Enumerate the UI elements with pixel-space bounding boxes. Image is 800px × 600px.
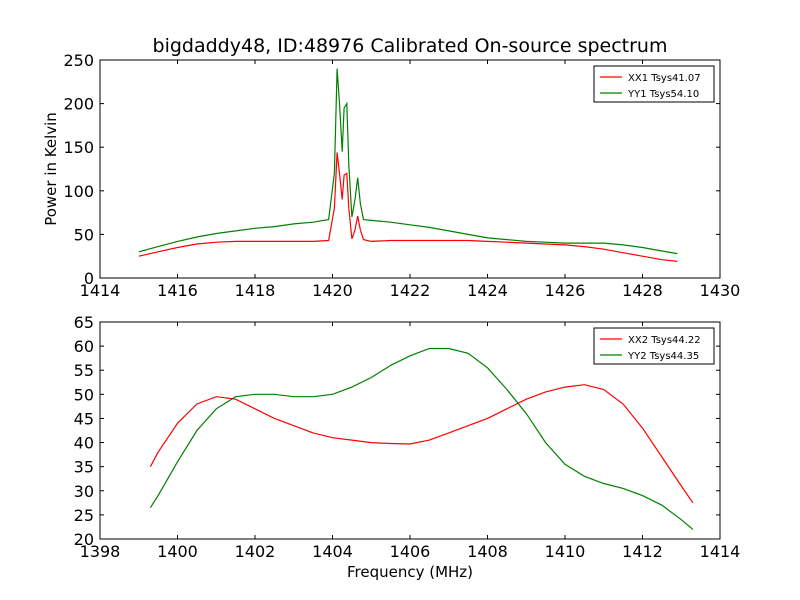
y-tick-label: 40	[74, 434, 94, 453]
bottom-spectrum-panel: 1398 1400 1402 1404 1406 1408 1410 1412 1414 20 25…	[74, 313, 741, 581]
y-tick-label: 25	[74, 506, 94, 525]
legend-entry-label: YY2 Tsys44.35	[627, 351, 699, 362]
series-line-2-2	[149, 347, 694, 530]
legend-box	[593, 327, 715, 365]
x-tick-label: 1402	[235, 542, 276, 561]
y-tick-label: 65	[74, 313, 94, 332]
legend: XX2 Tsys44.22 YY2 Tsys44.35	[593, 327, 715, 365]
y-tick-label: 30	[74, 482, 94, 501]
x-tick-label: 1408	[467, 542, 508, 561]
x-tick-label: 1414	[700, 542, 741, 561]
x-tick-label: 1420	[312, 281, 353, 300]
y-tick-label: 50	[74, 385, 94, 404]
x-tick-label: 1416	[157, 281, 198, 300]
figure-title: bigdaddy48, ID:48976 Calibrated On-sourc…	[153, 35, 668, 57]
y-axis-label: Power in Kelvin	[42, 112, 60, 226]
y-tick-label: 250	[63, 51, 94, 70]
x-tick-label: 1428	[622, 281, 663, 300]
legend-entry-label: XX1 Tsys41.07	[628, 73, 701, 84]
y-tick-label: 50	[74, 225, 94, 244]
y-tick-label: 20	[74, 530, 94, 549]
x-tick-label: 1398	[80, 542, 121, 561]
x-tick-label: 1424	[467, 281, 508, 300]
x-tick-label: 1412	[622, 542, 663, 561]
x-axis-label: Frequency (MHz)	[347, 563, 473, 581]
y-tick-label: 150	[63, 138, 94, 157]
x-tick-label: 1426	[545, 281, 586, 300]
legend-entry-label: YY1 Tsys54.10	[627, 89, 699, 100]
x-tick-label: 1414	[80, 281, 121, 300]
y-tick-label: 0	[84, 269, 94, 288]
top-spectrum-panel: 1414 1416 1418 1420 1422 1424 1426 1428 1430 0 50 1…	[42, 51, 740, 300]
y-tick-label: 35	[74, 458, 94, 477]
x-tick-label: 1410	[545, 542, 586, 561]
x-tick-label: 1422	[390, 281, 431, 300]
x-tick-label: 1406	[390, 542, 431, 561]
x-tick-label: 1430	[700, 281, 741, 300]
y-tick-label: 45	[74, 409, 94, 428]
y-tick-label: 200	[63, 95, 94, 114]
y-tick-label: 100	[63, 182, 94, 201]
x-tick-label: 1404	[312, 542, 353, 561]
legend-entry-label: XX2 Tsys44.22	[628, 335, 701, 346]
x-tick-label: 1400	[157, 542, 198, 561]
series-line-1-1	[138, 152, 678, 262]
x-tick-label: 1418	[235, 281, 276, 300]
series-line-1-2	[138, 68, 678, 255]
legend: XX1 Tsys41.07 YY1 Tsys54.10	[593, 65, 715, 103]
y-tick-label: 60	[74, 337, 94, 356]
y-tick-label: 55	[74, 361, 94, 380]
legend-box	[593, 65, 715, 103]
